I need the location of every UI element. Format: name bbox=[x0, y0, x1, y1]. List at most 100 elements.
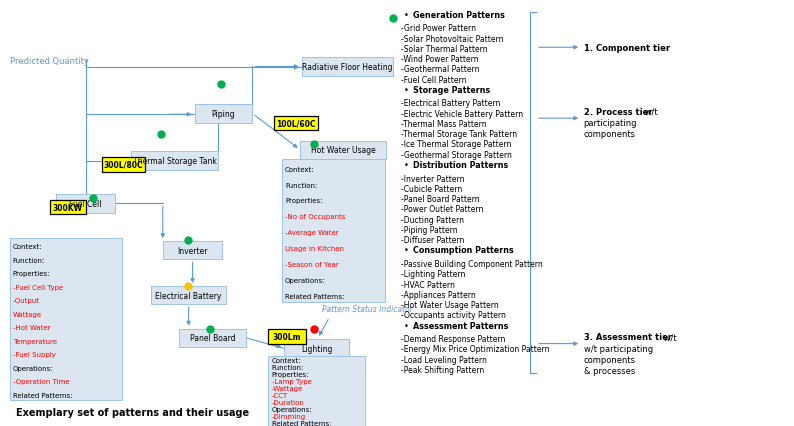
Text: •: • bbox=[403, 246, 408, 255]
Text: Panel Board: Panel Board bbox=[190, 334, 235, 343]
Text: 2. Process tier: 2. Process tier bbox=[584, 108, 652, 117]
Text: w/t: w/t bbox=[661, 333, 676, 342]
Text: w/t participating: w/t participating bbox=[584, 344, 653, 353]
Text: -Ice Thermal Storage Pattern: -Ice Thermal Storage Pattern bbox=[401, 140, 511, 149]
Text: Operations:: Operations: bbox=[272, 406, 312, 412]
FancyBboxPatch shape bbox=[195, 105, 252, 124]
Text: -Load Leveling Pattern: -Load Leveling Pattern bbox=[401, 355, 487, 364]
Text: 300L/80C: 300L/80C bbox=[104, 161, 143, 170]
Text: Distribution Patterns: Distribution Patterns bbox=[413, 161, 508, 170]
Text: w/t: w/t bbox=[642, 108, 657, 117]
Text: -Demand Response Pattern: -Demand Response Pattern bbox=[401, 334, 505, 343]
FancyBboxPatch shape bbox=[56, 195, 115, 213]
Text: Pattern Status Indicator: Pattern Status Indicator bbox=[322, 304, 412, 314]
Text: -Appliances Pattern: -Appliances Pattern bbox=[401, 290, 476, 299]
Text: -Average Water: -Average Water bbox=[285, 230, 339, 236]
Text: -Grid Power Pattern: -Grid Power Pattern bbox=[401, 24, 476, 33]
Text: Operations:: Operations: bbox=[285, 277, 326, 283]
Text: Properties:: Properties: bbox=[285, 198, 322, 204]
FancyBboxPatch shape bbox=[163, 242, 222, 260]
Text: & processes: & processes bbox=[584, 366, 635, 375]
Text: 300KW: 300KW bbox=[53, 203, 83, 212]
FancyBboxPatch shape bbox=[10, 239, 122, 400]
Text: •: • bbox=[403, 11, 408, 20]
Text: -Thermal Storage Tank Pattern: -Thermal Storage Tank Pattern bbox=[401, 130, 517, 139]
Text: Temperature: Temperature bbox=[13, 338, 56, 344]
Text: -Diffuser Pattern: -Diffuser Pattern bbox=[401, 236, 464, 245]
Text: -Solar Thermal Pattern: -Solar Thermal Pattern bbox=[401, 45, 488, 54]
Text: •: • bbox=[403, 86, 408, 95]
Text: Lighting: Lighting bbox=[301, 344, 333, 353]
Text: Properties:: Properties: bbox=[13, 271, 50, 276]
Text: -Geothermal Storage Pattern: -Geothermal Storage Pattern bbox=[401, 150, 512, 159]
Text: •: • bbox=[403, 321, 408, 330]
Text: -Lamp Type: -Lamp Type bbox=[272, 378, 311, 384]
Text: Storage Patterns: Storage Patterns bbox=[413, 86, 490, 95]
Text: Properties:: Properties: bbox=[272, 371, 309, 377]
FancyBboxPatch shape bbox=[274, 117, 318, 131]
Text: 100L/60C: 100L/60C bbox=[276, 119, 315, 128]
FancyBboxPatch shape bbox=[102, 158, 145, 172]
Text: -Geothermal Pattern: -Geothermal Pattern bbox=[401, 65, 480, 74]
FancyBboxPatch shape bbox=[300, 141, 386, 160]
Text: components: components bbox=[584, 355, 635, 364]
Text: Generation Patterns: Generation Patterns bbox=[413, 11, 505, 20]
Text: -Operation Time: -Operation Time bbox=[13, 379, 69, 385]
Text: -Electric Vehicle Battery Pattern: -Electric Vehicle Battery Pattern bbox=[401, 109, 523, 118]
Text: -Peak Shifting Pattern: -Peak Shifting Pattern bbox=[401, 365, 484, 374]
Text: -CCT: -CCT bbox=[272, 392, 287, 398]
Text: -Power Outlet Pattern: -Power Outlet Pattern bbox=[401, 205, 484, 214]
FancyBboxPatch shape bbox=[268, 356, 365, 426]
Text: -Fuel Supply: -Fuel Supply bbox=[13, 351, 56, 357]
Text: -Solar Photovoltaic Pattern: -Solar Photovoltaic Pattern bbox=[401, 35, 503, 43]
Text: -Hot Water Usage Pattern: -Hot Water Usage Pattern bbox=[401, 300, 499, 309]
Text: Related Patterns:: Related Patterns: bbox=[13, 392, 72, 398]
Text: -Output: -Output bbox=[13, 298, 40, 304]
Text: -Panel Board Pattern: -Panel Board Pattern bbox=[401, 195, 480, 204]
Text: -Energy Mix Price Optimization Pattern: -Energy Mix Price Optimization Pattern bbox=[401, 345, 549, 354]
FancyBboxPatch shape bbox=[179, 329, 246, 347]
Text: -Hot Water: -Hot Water bbox=[13, 325, 50, 331]
Text: Operations:: Operations: bbox=[13, 365, 53, 371]
Text: -Duration: -Duration bbox=[272, 399, 304, 405]
Text: Exemplary set of patterns and their usage: Exemplary set of patterns and their usag… bbox=[16, 408, 249, 417]
Text: -Cubicle Pattern: -Cubicle Pattern bbox=[401, 184, 462, 193]
Text: -Electrical Battery Pattern: -Electrical Battery Pattern bbox=[401, 99, 500, 108]
Text: Assessment Patterns: Assessment Patterns bbox=[413, 321, 508, 330]
Text: Electrical Battery: Electrical Battery bbox=[156, 291, 222, 300]
Text: Predicted Quantity: Predicted Quantity bbox=[10, 57, 89, 66]
Text: Wattage: Wattage bbox=[13, 311, 42, 317]
Text: -Lighting Pattern: -Lighting Pattern bbox=[401, 270, 465, 279]
Text: -Fuel Cell Type: -Fuel Cell Type bbox=[13, 284, 63, 290]
Text: Context:: Context: bbox=[272, 357, 301, 363]
Text: 3. Assessment tier: 3. Assessment tier bbox=[584, 333, 672, 342]
Text: Function:: Function: bbox=[285, 182, 318, 188]
Text: -Occupants activity Pattern: -Occupants activity Pattern bbox=[401, 311, 506, 320]
FancyBboxPatch shape bbox=[282, 160, 385, 302]
Text: -Wattage: -Wattage bbox=[272, 385, 303, 391]
Text: •: • bbox=[403, 161, 408, 170]
FancyBboxPatch shape bbox=[284, 340, 349, 358]
Text: Piping: Piping bbox=[212, 110, 235, 119]
Text: Thermal Storage Tank: Thermal Storage Tank bbox=[133, 157, 217, 166]
Text: Function:: Function: bbox=[272, 364, 304, 370]
Text: Related Patterns:: Related Patterns: bbox=[285, 293, 345, 299]
Text: -Thermal Mass Pattern: -Thermal Mass Pattern bbox=[401, 120, 487, 129]
Text: 300Lm: 300Lm bbox=[272, 332, 301, 341]
Text: -Season of Year: -Season of Year bbox=[285, 262, 339, 268]
Text: -Piping Pattern: -Piping Pattern bbox=[401, 225, 457, 234]
Text: Function:: Function: bbox=[13, 257, 45, 263]
Text: -Wind Power Pattern: -Wind Power Pattern bbox=[401, 55, 479, 64]
Text: -Inverter Pattern: -Inverter Pattern bbox=[401, 174, 464, 183]
Text: -Passive Building Component Pattern: -Passive Building Component Pattern bbox=[401, 259, 543, 268]
Text: -Fuel Cell Pattern: -Fuel Cell Pattern bbox=[401, 75, 466, 84]
FancyBboxPatch shape bbox=[131, 152, 218, 170]
Text: participating: participating bbox=[584, 119, 637, 128]
Text: -Dimming: -Dimming bbox=[272, 413, 306, 419]
Text: Fuel Cell: Fuel Cell bbox=[69, 199, 102, 208]
Text: Radiative Floor Heating: Radiative Floor Heating bbox=[303, 63, 392, 72]
Text: Context:: Context: bbox=[13, 244, 42, 250]
Text: components: components bbox=[584, 130, 635, 139]
Text: -HVAC Pattern: -HVAC Pattern bbox=[401, 280, 455, 289]
Text: 1. Component tier: 1. Component tier bbox=[584, 43, 669, 53]
